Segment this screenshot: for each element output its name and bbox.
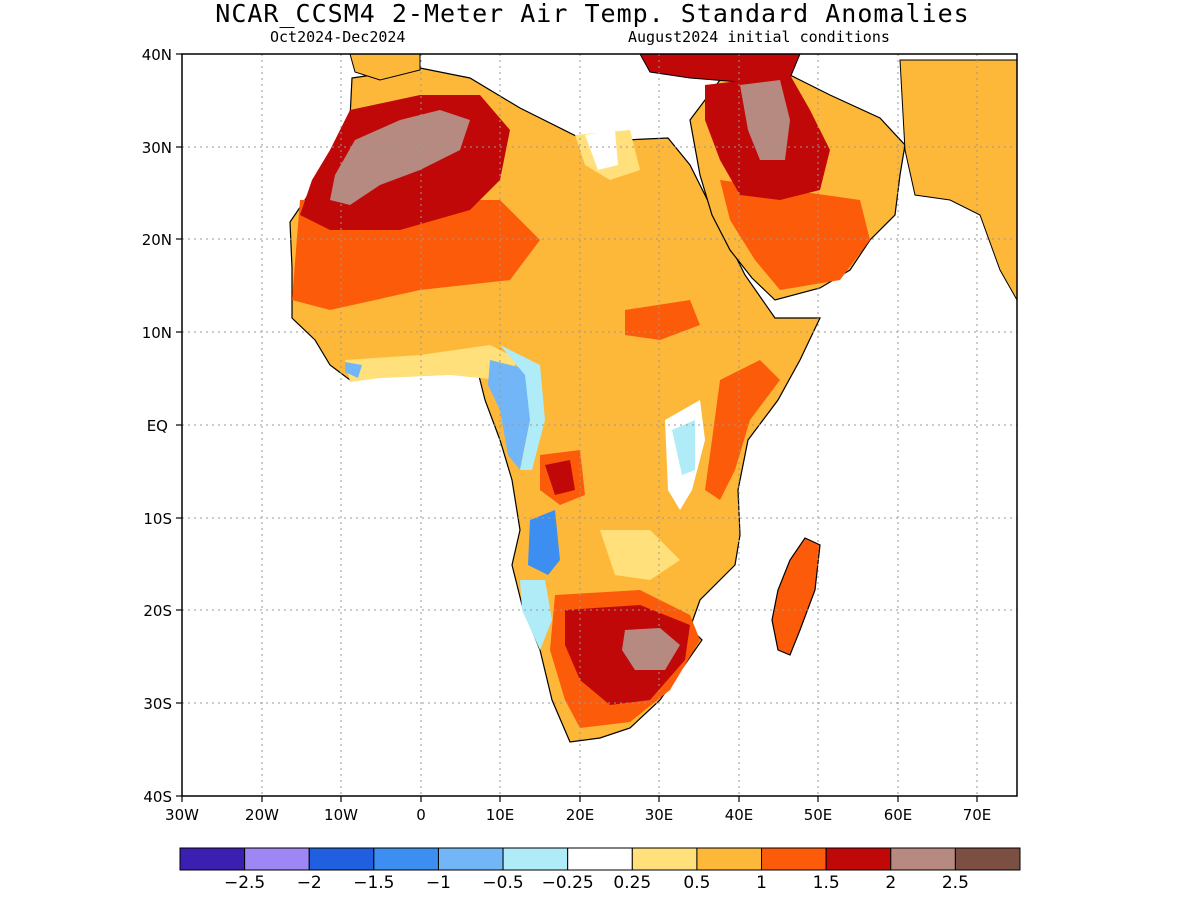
east-africa-orange: [705, 360, 780, 500]
x-tick-label: 70E: [963, 806, 992, 824]
east-africa-cyan: [672, 420, 695, 475]
colorbar: −2.5 −2 −1.5 −1 −0.5 −0.25 0.25 0.5 1 1.5 2 2.5: [179, 847, 1021, 893]
asia-land-anomaly: [899, 59, 1017, 302]
colorbar-swatch: [308, 847, 375, 871]
colorbar-label: −0.25: [542, 873, 594, 893]
sahara-brown: [330, 110, 470, 205]
colorbar-label: 0.5: [683, 873, 710, 893]
colorbar-swatch: [244, 847, 310, 871]
colorbar-label: 2: [885, 873, 896, 893]
y-tick-label: 10S: [143, 510, 172, 528]
colorbar-label: 0.25: [613, 873, 651, 893]
grid-lines: [182, 54, 1017, 796]
colorbar-label: −1.5: [353, 873, 394, 893]
y-tick-label: 40N: [142, 46, 172, 64]
y-tick-label: 20S: [143, 602, 172, 620]
gulf-guinea-light: [345, 345, 520, 382]
south-africa-brown: [622, 628, 680, 670]
colorbar-label: 2.5: [942, 873, 969, 893]
y-tick-label: 10N: [142, 324, 172, 342]
x-tick-label: 20E: [566, 806, 595, 824]
x-tick-label: 0: [416, 806, 426, 824]
colorbar-label: −0.5: [482, 873, 523, 893]
namibia-cyan: [520, 580, 552, 650]
colorbar-swatch: [825, 847, 892, 871]
west-africa-blue: [345, 362, 362, 378]
colorbar-swatch: [437, 847, 504, 871]
colorbar-swatch: [954, 847, 1021, 871]
colorbar-label: 1.5: [813, 873, 840, 893]
y-tick-label: 30S: [143, 695, 172, 713]
gabon-blue: [488, 360, 530, 470]
arabia-orange: [720, 180, 870, 290]
colorbar-swatch: [890, 847, 956, 871]
map-title: NCAR_CCSM4 2-Meter Air Temp. Standard An…: [215, 0, 970, 28]
europe-land-anomaly: [349, 54, 421, 81]
zambia-light: [600, 530, 680, 580]
x-tick-label: 50E: [804, 806, 833, 824]
angola-red: [545, 460, 575, 495]
anomaly-field: [289, 54, 1017, 743]
colorbar-swatch: [761, 847, 827, 871]
colorbar-swatch: [696, 847, 763, 871]
egypt-white: [585, 130, 618, 170]
colorbar-label: −1: [426, 873, 451, 893]
colorbar-swatch: [631, 847, 698, 871]
gabon-cyan: [500, 345, 545, 470]
colorbar-swatch: [179, 847, 246, 871]
colorbar-label: −2.5: [224, 873, 265, 893]
x-tick-label: 10W: [324, 806, 358, 824]
colorbar-label: −2: [297, 873, 322, 893]
iraq-brown: [740, 80, 790, 160]
x-tick-label: 30W: [165, 806, 199, 824]
x-tick-label: 30E: [645, 806, 674, 824]
y-tick-label: 30N: [142, 139, 172, 157]
y-tick-label: 20N: [142, 231, 172, 249]
colorbar-swatch: [373, 847, 439, 871]
forecast-period: Oct2024-Dec2024: [270, 28, 406, 46]
colorbar-swatch: [567, 847, 633, 871]
initial-conditions: August2024 initial conditions: [628, 28, 890, 46]
x-tick-label: 10E: [486, 806, 515, 824]
x-tick-label: 40E: [725, 806, 754, 824]
colorbar-swatch: [502, 847, 569, 871]
colorbar-label: 1: [756, 873, 767, 893]
y-tick-label: 40S: [143, 788, 172, 806]
tick-marks: [176, 53, 978, 802]
sudan-orange: [625, 300, 700, 340]
x-tick-label: 20W: [245, 806, 279, 824]
x-tick-label: 60E: [884, 806, 913, 824]
y-tick-label: EQ: [147, 417, 168, 435]
angola-blue: [528, 510, 560, 575]
madagascar-anomaly: [771, 537, 821, 656]
